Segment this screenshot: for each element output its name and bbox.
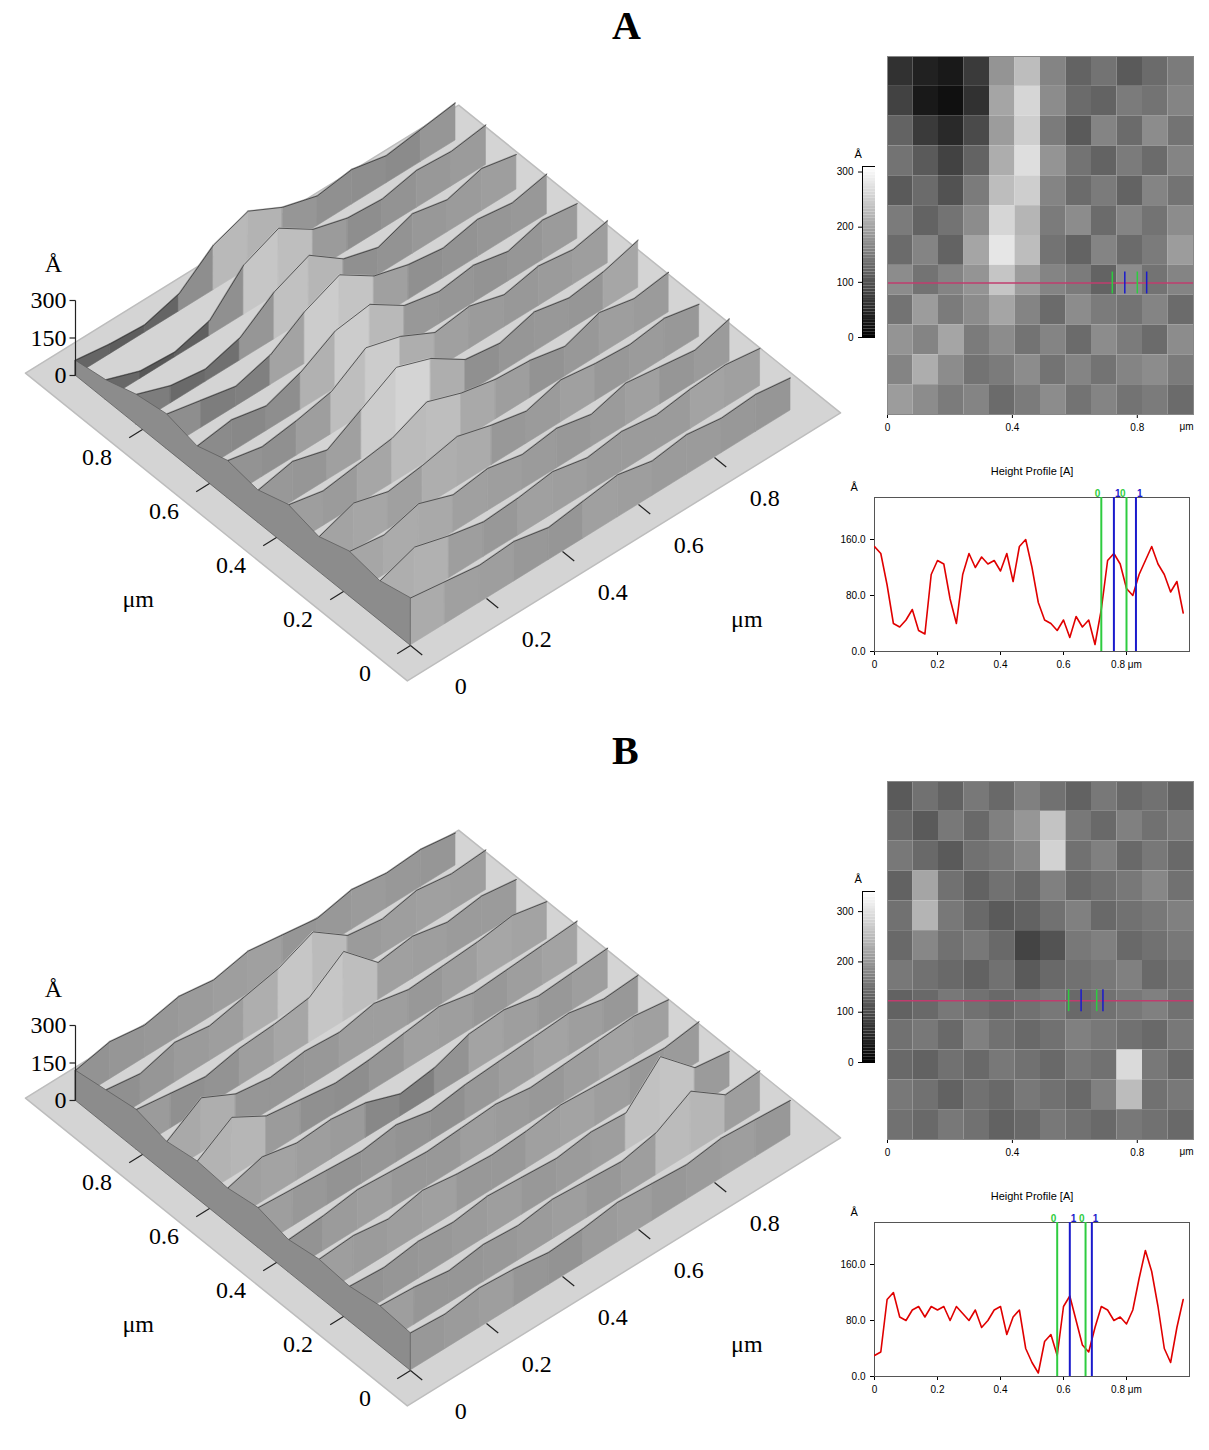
svg-text:μm: μm bbox=[1179, 1146, 1193, 1157]
html-text:A: A bbox=[612, 3, 641, 48]
svg-text:0.2: 0.2 bbox=[931, 1384, 945, 1395]
svg-text:100: 100 bbox=[837, 1006, 854, 1017]
svg-text:0.6: 0.6 bbox=[149, 498, 179, 524]
svg-text:300: 300 bbox=[31, 287, 67, 313]
svg-text:0: 0 bbox=[1120, 488, 1126, 499]
svg-text:0.8: 0.8 bbox=[82, 444, 112, 470]
svg-text:0.2: 0.2 bbox=[283, 606, 313, 632]
svg-text:80.0: 80.0 bbox=[846, 1315, 866, 1326]
svg-text:Å: Å bbox=[855, 873, 863, 885]
svg-text:1: 1 bbox=[1071, 1213, 1077, 1224]
svg-text:300: 300 bbox=[837, 906, 854, 917]
svg-text:0.8: 0.8 bbox=[1130, 1147, 1144, 1158]
svg-text:1: 1 bbox=[1093, 1213, 1099, 1224]
svg-text:0.8 μm: 0.8 μm bbox=[1111, 659, 1142, 670]
svg-text:0.4: 0.4 bbox=[598, 1304, 628, 1330]
svg-text:0: 0 bbox=[885, 422, 891, 433]
svg-text:0.6: 0.6 bbox=[149, 1223, 179, 1249]
svg-text:0.0: 0.0 bbox=[852, 646, 866, 657]
svg-text:0.8 μm: 0.8 μm bbox=[1111, 1384, 1142, 1395]
svg-text:μm: μm bbox=[731, 606, 763, 632]
svg-text:μm: μm bbox=[122, 586, 154, 612]
svg-text:0.4: 0.4 bbox=[598, 579, 628, 605]
svg-text:0: 0 bbox=[359, 1385, 371, 1411]
svg-text:0.6: 0.6 bbox=[674, 532, 704, 558]
svg-text:0.6: 0.6 bbox=[1057, 659, 1071, 670]
svg-text:0.4: 0.4 bbox=[994, 659, 1008, 670]
svg-text:Å: Å bbox=[45, 251, 63, 277]
svg-text:Å: Å bbox=[851, 1206, 859, 1218]
html-text:B: B bbox=[612, 728, 639, 773]
svg-text:0: 0 bbox=[885, 1147, 891, 1158]
svg-text:0: 0 bbox=[55, 1087, 67, 1113]
svg-text:Å: Å bbox=[855, 148, 863, 160]
svg-text:160.0: 160.0 bbox=[840, 1259, 865, 1270]
svg-text:0.4: 0.4 bbox=[1005, 422, 1019, 433]
svg-text:0: 0 bbox=[55, 362, 67, 388]
svg-text:0: 0 bbox=[359, 660, 371, 686]
svg-text:0.2: 0.2 bbox=[283, 1331, 313, 1357]
svg-text:Å: Å bbox=[851, 481, 859, 493]
svg-text:μm: μm bbox=[1179, 421, 1193, 432]
svg-text:0.8: 0.8 bbox=[750, 1210, 780, 1236]
svg-text:0: 0 bbox=[872, 659, 878, 670]
svg-text:200: 200 bbox=[837, 221, 854, 232]
svg-text:300: 300 bbox=[31, 1012, 67, 1038]
svg-text:0: 0 bbox=[455, 673, 467, 699]
svg-text:0.2: 0.2 bbox=[931, 659, 945, 670]
svg-text:0.4: 0.4 bbox=[216, 552, 246, 578]
svg-text:0.2: 0.2 bbox=[522, 626, 552, 652]
svg-text:0.0: 0.0 bbox=[852, 1371, 866, 1382]
svg-text:0.4: 0.4 bbox=[1005, 1147, 1019, 1158]
svg-text:0.4: 0.4 bbox=[216, 1277, 246, 1303]
svg-text:0.2: 0.2 bbox=[522, 1351, 552, 1377]
svg-text:0: 0 bbox=[872, 1384, 878, 1395]
svg-text:0.8: 0.8 bbox=[82, 1169, 112, 1195]
svg-text:0.8: 0.8 bbox=[750, 485, 780, 511]
svg-text:1: 1 bbox=[1115, 488, 1121, 499]
svg-text:0: 0 bbox=[848, 332, 854, 343]
svg-text:Å: Å bbox=[45, 976, 63, 1002]
svg-text:0: 0 bbox=[1051, 1213, 1057, 1224]
svg-text:100: 100 bbox=[837, 277, 854, 288]
svg-text:300: 300 bbox=[837, 166, 854, 177]
svg-text:0: 0 bbox=[848, 1057, 854, 1068]
svg-text:1: 1 bbox=[1137, 488, 1143, 499]
svg-text:0: 0 bbox=[1095, 488, 1101, 499]
svg-text:0: 0 bbox=[455, 1398, 467, 1424]
svg-text:80.0: 80.0 bbox=[846, 590, 866, 601]
svg-text:200: 200 bbox=[837, 956, 854, 967]
svg-text:0.6: 0.6 bbox=[1057, 1384, 1071, 1395]
svg-text:150: 150 bbox=[31, 325, 67, 351]
svg-text:Height Profile [A]: Height Profile [A] bbox=[991, 465, 1074, 477]
svg-text:0.8: 0.8 bbox=[1130, 422, 1144, 433]
svg-text:0: 0 bbox=[1079, 1213, 1085, 1224]
svg-text:0.4: 0.4 bbox=[994, 1384, 1008, 1395]
svg-text:0.6: 0.6 bbox=[674, 1257, 704, 1283]
svg-text:150: 150 bbox=[31, 1050, 67, 1076]
svg-text:Height Profile [A]: Height Profile [A] bbox=[991, 1190, 1074, 1202]
svg-text:μm: μm bbox=[122, 1311, 154, 1337]
svg-text:160.0: 160.0 bbox=[840, 534, 865, 545]
svg-text:μm: μm bbox=[731, 1331, 763, 1357]
